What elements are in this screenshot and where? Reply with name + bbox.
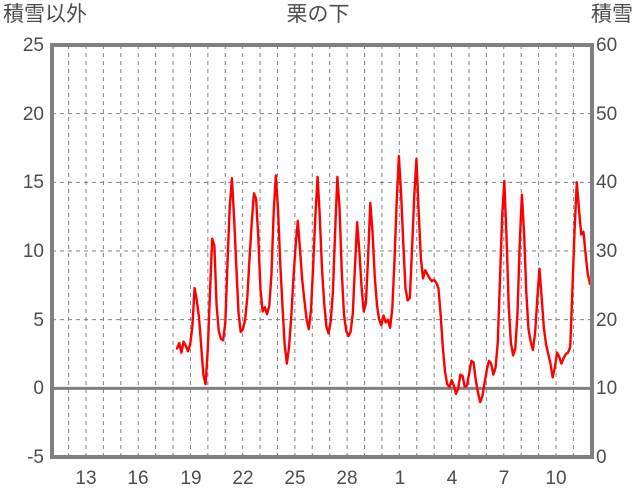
x-axis-tick: 19: [180, 468, 202, 489]
y-axis-tick-left: 20: [22, 103, 44, 125]
y-axis-tick-right: 20: [596, 309, 618, 331]
x-axis-tick: 10: [545, 468, 567, 489]
x-axis-tick: 16: [127, 468, 149, 489]
y-axis-tick-left: 15: [22, 172, 44, 194]
right-axis-title: 積雪: [591, 3, 633, 26]
left-axis-title: 積雪以外: [3, 3, 87, 26]
horizontal-gridlines: [52, 113, 592, 321]
y-axis-tick-right: 50: [596, 103, 618, 125]
vertical-gridlines: [68, 45, 592, 457]
y-axis-tick-left: 5: [33, 309, 44, 331]
y-axis-tick-right: 30: [596, 241, 618, 262]
x-axis-tick: 1: [394, 468, 406, 489]
y-axis-tick-right: 0: [596, 447, 607, 468]
y-axis-tick-left: 25: [22, 35, 44, 56]
x-axis-tick: 22: [232, 468, 254, 489]
x-axis-tick: 4: [446, 468, 458, 489]
y-axis-tick-right: 40: [596, 172, 618, 194]
x-axis-tick: 13: [75, 468, 97, 489]
x-axis-tick: 28: [336, 468, 358, 489]
plot-border: [50, 43, 594, 459]
y-axis-tick-left: 0: [33, 378, 44, 400]
series-nonsnow-line: [175, 155, 592, 404]
y-axis-tick-right: 10: [596, 378, 618, 400]
chart-title: 栗の下: [286, 3, 350, 26]
x-axis-tick: 25: [284, 468, 306, 489]
y-axis-tick-right: 60: [596, 35, 618, 56]
x-axis-tick: 7: [498, 468, 510, 489]
y-axis-tick-left: 10: [22, 241, 44, 262]
y-axis-tick-left: -5: [27, 447, 44, 468]
